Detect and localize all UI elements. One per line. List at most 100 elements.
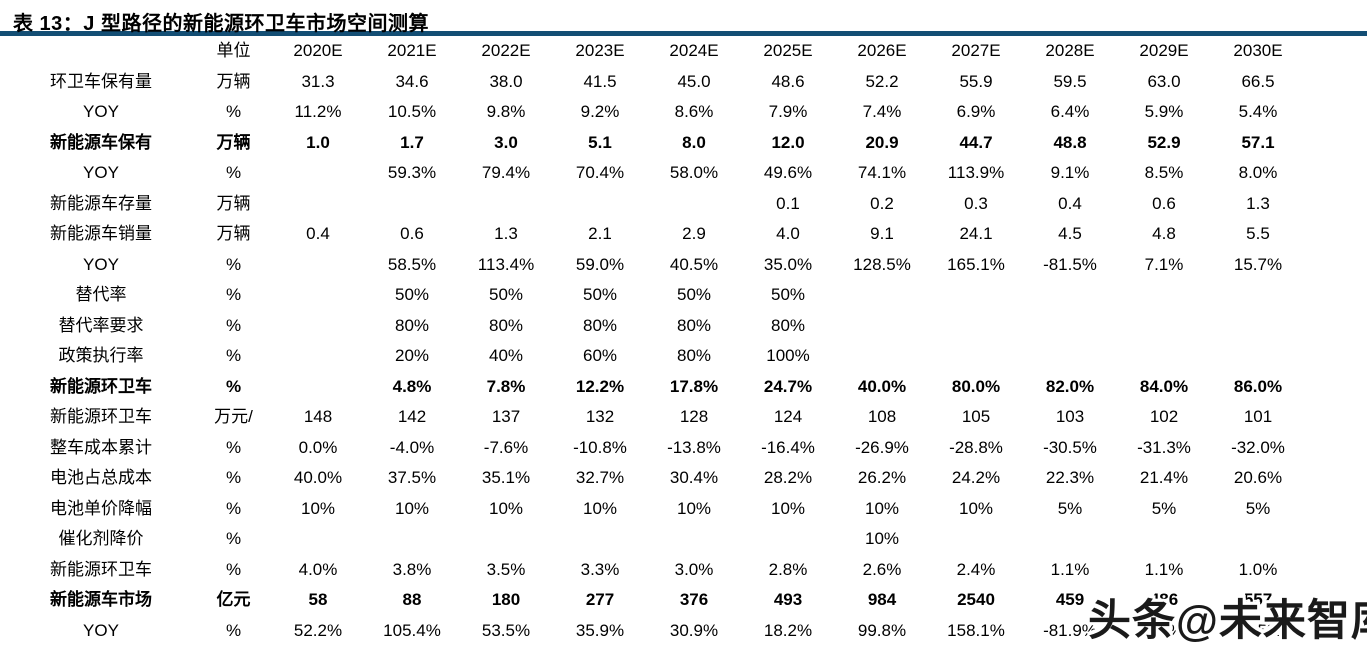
cell-value: 35.1% <box>481 468 531 487</box>
unit-column-header: 单位 <box>216 41 251 60</box>
table-row: 新能源环卫车% 4.8% 7.8% 12.2% 17.8% 24.7% 40.0% 80.0%… <box>6 372 1305 403</box>
cell-value <box>647 189 741 220</box>
cell-value: 20% <box>394 346 430 365</box>
cell-value: 5% <box>1057 498 1083 518</box>
table-row: 替代率% 50% 50% 50% 50% 50% <box>6 280 1305 311</box>
cell-value: 459 <box>1055 590 1085 609</box>
cell-value: 493 <box>773 590 803 609</box>
row-label: YOY <box>83 620 119 640</box>
cell-value: 10% <box>958 498 994 518</box>
cell-value: 57.1 <box>1241 132 1275 152</box>
cell-value: 100% <box>766 346 810 365</box>
cell-value: -81.5% <box>1043 254 1097 274</box>
row-label: YOY <box>83 102 119 121</box>
row-label: 新能源车销量 <box>50 224 152 243</box>
cell-value <box>271 189 365 220</box>
table-row: 新能源车保有 万辆 1.0 1.7 3.0 5.1 8.0 12.0 20.9 44.7 48.8 5… <box>6 128 1305 159</box>
cell-value: 984 <box>867 590 897 609</box>
cell-value: 1.0 <box>306 132 330 152</box>
cell-value: 108 <box>867 407 897 426</box>
table-row: 新能源环卫车 万元/148 142 137 132 128 124 108 105 103 102 1… <box>6 402 1305 433</box>
cell-value: 59.5 <box>1053 71 1087 91</box>
cell-value <box>1211 311 1305 342</box>
cell-value: 58.5% <box>387 254 437 274</box>
table-row: YOY% 52.2% 105.4% 53.5% 35.9% 30.9% 18.2% 99.8%… <box>6 616 1305 647</box>
cell-value: -28.8% <box>949 437 1003 457</box>
row-label: 环卫车保有量 <box>50 71 152 91</box>
table-row: 整车成本累计% 0.0% -4.0% -7.6% -10.8% -13.8% -16.4% -… <box>6 433 1305 464</box>
cell-value: 53.5% <box>481 620 531 640</box>
row-label: 电池单价降幅 <box>50 498 152 518</box>
row-unit: % <box>225 559 242 579</box>
cell-value: 9.2% <box>580 102 620 121</box>
cell-value: 5.5 <box>1246 224 1270 243</box>
cell-value: 7.4% <box>862 102 902 121</box>
row-label: YOY <box>83 254 119 274</box>
year-header: 2022E <box>481 41 531 60</box>
row-label: 新能源车市场 <box>50 590 152 609</box>
cell-value: 3.0 <box>494 132 518 152</box>
cell-value: 63.0 <box>1147 71 1181 91</box>
cell-value: 70.4% <box>575 163 625 182</box>
cell-value: 52.2% <box>293 620 343 640</box>
table-row: 环卫车保有量 万辆 31.3 34.6 38.0 41.5 45.0 48.6 52.2 55.9… <box>6 67 1305 98</box>
cell-value <box>553 524 647 555</box>
row-unit: % <box>225 285 242 304</box>
cell-value: 48.6 <box>771 71 805 91</box>
cell-value: 38.0 <box>489 71 523 91</box>
table-row: YOY% 58.5% 113.4% 59.0% 40.5% 35.0% 128.5% 165.… <box>6 250 1305 281</box>
cell-value: 2.8% <box>768 559 808 579</box>
row-unit: 亿元 <box>216 590 251 609</box>
year-header: 2021E <box>387 41 437 60</box>
cell-value: 142 <box>397 407 427 426</box>
cell-value: -26.9% <box>855 437 909 457</box>
cell-value: 9.1% <box>1050 163 1090 182</box>
cell-value <box>459 524 553 555</box>
cell-value <box>271 250 365 281</box>
cell-value: 148 <box>303 407 333 426</box>
cell-value: 9.1 <box>870 224 894 243</box>
cell-value <box>1211 341 1305 372</box>
cell-value: 30.9% <box>669 620 719 640</box>
cell-value: 74.1% <box>857 163 907 182</box>
cell-value: 5.4% <box>1238 102 1278 121</box>
row-unit: % <box>225 620 242 640</box>
row-unit: % <box>225 376 242 396</box>
cell-value <box>835 341 929 372</box>
cell-value <box>271 372 365 403</box>
cell-value: 17.8% <box>669 376 719 396</box>
cell-value: 7.9% <box>768 102 808 121</box>
cell-value: 34.6 <box>395 71 429 91</box>
cell-value: 80% <box>676 346 712 365</box>
row-label: 新能源环卫车 <box>50 407 152 426</box>
cell-value: 105.4% <box>383 620 441 640</box>
cell-value: 3.5% <box>486 559 526 579</box>
cell-value: 80% <box>770 315 806 335</box>
cell-value: 7.8% <box>486 376 526 396</box>
year-header: 2020E <box>293 41 343 60</box>
cell-value: 132 <box>585 407 615 426</box>
cell-value: -81.9% <box>1043 620 1097 640</box>
cell-value: 84.0% <box>1139 376 1189 396</box>
row-unit: % <box>225 468 242 487</box>
cell-value: 18.2% <box>763 620 813 640</box>
cell-value: 52.2 <box>865 71 899 91</box>
cell-value: 10% <box>582 498 618 518</box>
cell-value: 88 <box>402 590 422 609</box>
cell-value: -16.4% <box>761 437 815 457</box>
label-column-header <box>6 36 196 67</box>
cell-value: 80% <box>488 315 524 335</box>
cell-value: 50% <box>394 285 430 304</box>
cell-value: -31.3% <box>1137 437 1191 457</box>
cell-value: 0.4 <box>1058 193 1082 213</box>
cell-value: 1.3 <box>1246 193 1270 213</box>
cell-value: 1.7 <box>400 132 424 152</box>
cell-value: 9.8% <box>486 102 526 121</box>
cell-value: 80% <box>582 315 618 335</box>
cell-value: 40.5% <box>669 254 719 274</box>
cell-value: 50% <box>676 285 712 304</box>
cell-value: 557 <box>1243 590 1273 609</box>
cell-value: 22.3% <box>1045 468 1095 487</box>
cell-value: 79.4% <box>481 163 531 182</box>
table-title-bar: 表 13：J 型路径的新能源环卫车市场空间测算 <box>0 0 1367 35</box>
